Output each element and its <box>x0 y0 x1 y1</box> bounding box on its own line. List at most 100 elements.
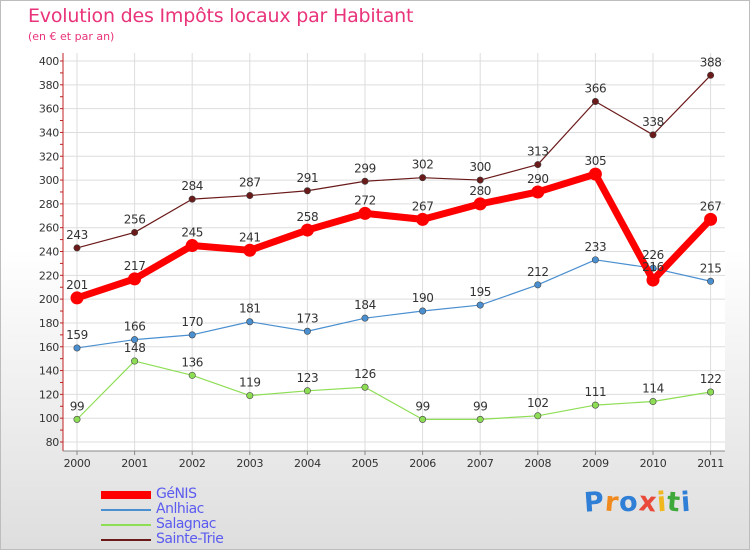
data-label: 122 <box>700 372 722 386</box>
data-point <box>591 401 599 409</box>
y-tick-label: 140 <box>39 365 59 378</box>
data-point <box>419 415 427 423</box>
data-point <box>128 272 142 286</box>
data-point <box>707 388 715 396</box>
line-chart: 80 100 120 140 160 180 200 220 240 260 280 300 320 34… <box>39 53 725 470</box>
data-label: 256 <box>124 212 146 226</box>
data-point <box>246 318 254 326</box>
data-label: 280 <box>469 184 491 198</box>
data-label: 190 <box>412 291 434 305</box>
data-point <box>361 314 369 322</box>
data-label: 173 <box>297 311 319 325</box>
data-point <box>591 256 599 264</box>
data-point <box>531 185 545 199</box>
data-point <box>131 357 139 365</box>
data-label: 217 <box>124 259 146 273</box>
data-label: 272 <box>354 193 376 207</box>
data-label: 99 <box>473 399 487 413</box>
data-label: 111 <box>585 385 607 399</box>
series-line <box>75 170 714 302</box>
data-point <box>419 307 427 315</box>
y-tick-label: 360 <box>39 103 59 116</box>
y-tick-label: 260 <box>39 222 59 235</box>
y-tick-label: 380 <box>39 79 59 92</box>
data-label: 287 <box>239 176 261 190</box>
data-label: 291 <box>297 171 319 185</box>
data-label: 114 <box>642 382 664 396</box>
data-point <box>73 344 81 352</box>
data-point <box>246 192 254 200</box>
legend-swatch <box>101 509 151 511</box>
series-line <box>76 259 711 349</box>
data-point <box>534 412 542 420</box>
data-label: 233 <box>585 240 607 254</box>
data-label: 284 <box>181 179 203 193</box>
data-label: 136 <box>181 355 203 369</box>
x-tick-label: 2003 <box>236 457 263 470</box>
data-point <box>303 327 311 335</box>
data-point <box>303 387 311 395</box>
data-point <box>707 277 715 285</box>
data-label: 159 <box>66 328 88 342</box>
series-line <box>76 74 712 249</box>
legend-label: Sainte-Trie <box>156 531 224 547</box>
data-point <box>473 197 487 211</box>
data-point <box>416 212 430 226</box>
y-tick-label: 80 <box>46 436 60 449</box>
data-label: 313 <box>527 145 549 159</box>
y-tick-label: 180 <box>39 317 59 330</box>
y-tick-label: 120 <box>39 388 59 401</box>
data-point <box>707 71 715 79</box>
data-label: 119 <box>239 376 261 390</box>
y-tick-label: 160 <box>39 341 59 354</box>
data-label: 184 <box>354 298 376 312</box>
series-g-nis <box>70 167 718 305</box>
data-point <box>188 195 196 203</box>
data-point <box>73 244 81 252</box>
y-tick-label: 240 <box>39 246 59 259</box>
data-point <box>534 161 542 169</box>
x-tick-label: 2001 <box>121 457 148 470</box>
data-label: 201 <box>66 278 88 292</box>
data-point <box>588 167 602 181</box>
data-label: 338 <box>642 115 664 129</box>
legend-label: GéNIS <box>156 486 197 502</box>
data-point <box>361 177 369 185</box>
x-tick-label: 2005 <box>352 457 379 470</box>
data-point <box>646 273 660 287</box>
data-label: 215 <box>700 261 722 275</box>
data-label: 126 <box>354 367 376 381</box>
data-label: 305 <box>585 154 607 168</box>
data-label: 166 <box>124 320 146 334</box>
chart-subtitle: (en € et par an) <box>28 30 115 43</box>
data-point <box>188 371 196 379</box>
x-tick-label: 2006 <box>409 457 436 470</box>
data-label: 195 <box>469 285 491 299</box>
legend-swatch <box>101 491 151 499</box>
data-point <box>70 291 84 305</box>
data-label: 388 <box>700 55 722 69</box>
data-point <box>185 239 199 253</box>
data-label: 245 <box>181 226 203 240</box>
proxiti-logo: Proxiti <box>582 486 693 519</box>
y-tick-label: 100 <box>39 412 59 425</box>
data-point <box>246 392 254 400</box>
x-tick-label: 2009 <box>582 457 609 470</box>
x-tick-label: 2010 <box>640 457 667 470</box>
legend-label: Anlhiac <box>156 501 204 517</box>
x-tick-label: 2008 <box>524 457 551 470</box>
series-anlhiac <box>73 256 715 352</box>
data-point <box>243 243 257 257</box>
data-point <box>300 223 314 237</box>
data-label: 299 <box>354 161 376 175</box>
data-point <box>419 174 427 182</box>
data-point <box>131 336 139 344</box>
x-tick-label: 2002 <box>179 457 206 470</box>
y-tick-label: 280 <box>39 198 59 211</box>
data-label: 243 <box>66 228 88 242</box>
legend-label: Salagnac <box>156 516 216 532</box>
y-tick-label: 340 <box>39 126 59 139</box>
y-tick-label: 300 <box>39 174 59 187</box>
data-point <box>73 415 81 423</box>
x-tick-label: 2011 <box>697 457 724 470</box>
